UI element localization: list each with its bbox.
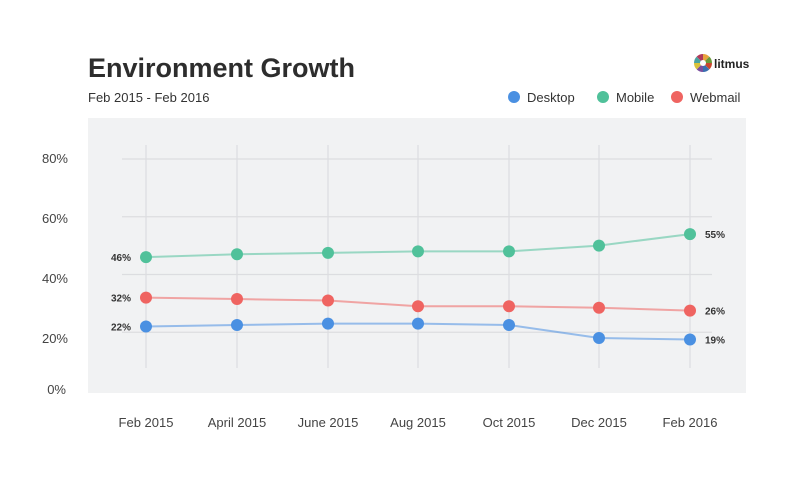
- series-webmail: 32% 26%: [111, 291, 725, 318]
- series-layer: 46% 55% 32% 26% 22% 19%: [111, 228, 725, 346]
- point-mobile-dec-2015[interactable]: [593, 239, 605, 252]
- start-label-desktop: 22%: [111, 322, 131, 333]
- y-tick-60: 60%: [42, 211, 68, 226]
- legend-dot-desktop: [508, 91, 520, 103]
- point-desktop-feb-2016[interactable]: [684, 333, 696, 346]
- point-desktop-oct-2015[interactable]: [503, 319, 515, 332]
- litmus-logo: litmus: [694, 54, 750, 72]
- point-webmail-april-2015[interactable]: [231, 293, 243, 306]
- point-webmail-aug-2015[interactable]: [412, 300, 424, 313]
- y-tick-80: 80%: [42, 151, 68, 166]
- point-desktop-june-2015[interactable]: [322, 317, 334, 330]
- point-webmail-feb-2015[interactable]: [140, 291, 152, 304]
- y-axis: 80% 60% 40% 20% 0%: [42, 151, 68, 397]
- series-mobile: 46% 55%: [111, 228, 725, 264]
- point-mobile-feb-2016[interactable]: [684, 228, 696, 241]
- x-axis: Feb 2015 April 2015 June 2015 Aug 2015 Oct 2…: [119, 415, 718, 430]
- start-label-mobile: 46%: [111, 253, 131, 264]
- legend-dot-webmail: [671, 91, 683, 103]
- start-label-webmail: 32%: [111, 294, 131, 305]
- point-desktop-feb-2015[interactable]: [140, 320, 152, 333]
- y-tick-20: 20%: [42, 331, 68, 346]
- legend-label-webmail: Webmail: [690, 90, 740, 105]
- point-mobile-feb-2015[interactable]: [140, 251, 152, 264]
- x-tick-feb-2016: Feb 2016: [663, 415, 718, 430]
- x-tick-oct-2015: Oct 2015: [483, 415, 536, 430]
- y-tick-40: 40%: [42, 271, 68, 286]
- legend-dot-mobile: [597, 91, 609, 103]
- point-desktop-aug-2015[interactable]: [412, 317, 424, 330]
- point-desktop-dec-2015[interactable]: [593, 332, 605, 345]
- x-tick-april-2015: April 2015: [208, 415, 267, 430]
- litmus-wheel-icon: [694, 54, 712, 72]
- chart-title: Environment Growth: [88, 53, 355, 83]
- point-webmail-june-2015[interactable]: [322, 294, 334, 307]
- point-mobile-june-2015[interactable]: [322, 246, 334, 259]
- point-webmail-oct-2015[interactable]: [503, 300, 515, 313]
- x-tick-feb-2015: Feb 2015: [119, 415, 174, 430]
- y-tick-0: 0%: [47, 382, 66, 397]
- end-label-webmail: 26%: [705, 307, 725, 318]
- x-tick-june-2015: June 2015: [298, 415, 359, 430]
- point-webmail-feb-2016[interactable]: [684, 304, 696, 317]
- end-label-mobile: 55%: [705, 230, 725, 241]
- x-tick-dec-2015: Dec 2015: [571, 415, 627, 430]
- point-desktop-april-2015[interactable]: [231, 319, 243, 332]
- x-tick-aug-2015: Aug 2015: [390, 415, 446, 430]
- series-desktop: 22% 19%: [111, 317, 725, 346]
- end-label-desktop: 19%: [705, 335, 725, 346]
- legend-label-mobile: Mobile: [616, 90, 654, 105]
- legend: Desktop Mobile Webmail: [508, 90, 740, 105]
- point-mobile-april-2015[interactable]: [231, 248, 243, 261]
- legend-label-desktop: Desktop: [527, 90, 575, 105]
- logo-center: [700, 60, 706, 66]
- point-mobile-aug-2015[interactable]: [412, 245, 424, 258]
- point-mobile-oct-2015[interactable]: [503, 245, 515, 258]
- brand-name: litmus: [714, 57, 750, 71]
- point-webmail-dec-2015[interactable]: [593, 301, 605, 314]
- chart-subtitle: Feb 2015 - Feb 2016: [88, 90, 209, 105]
